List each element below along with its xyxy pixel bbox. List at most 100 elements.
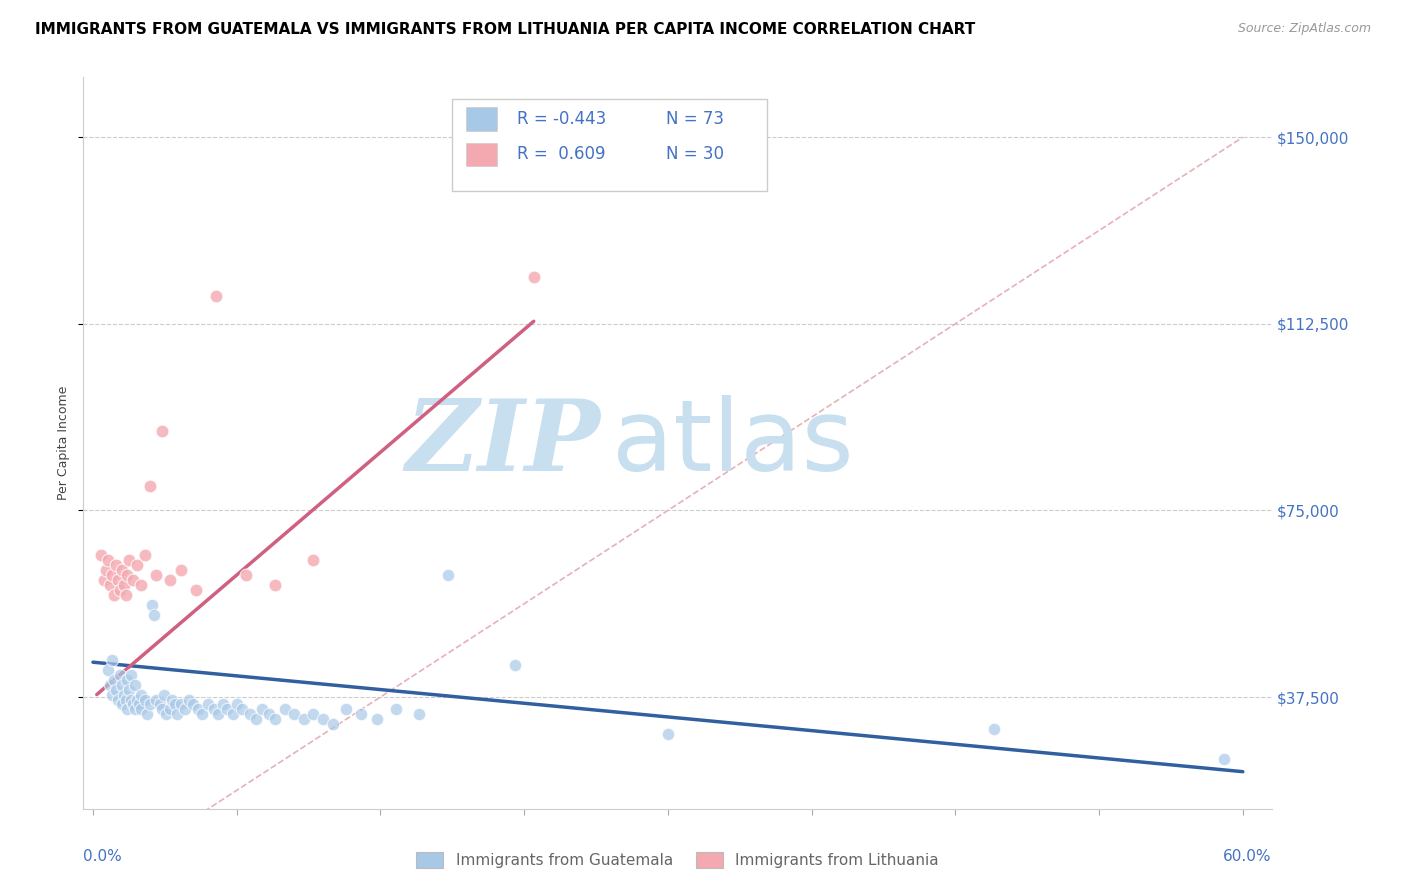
Text: atlas: atlas xyxy=(612,395,853,491)
Point xyxy=(108,667,131,681)
Point xyxy=(143,607,166,622)
Point xyxy=(97,553,120,567)
Point xyxy=(129,702,152,716)
Point xyxy=(111,698,134,712)
Point xyxy=(312,713,335,727)
Text: Source: ZipAtlas.com: Source: ZipAtlas.com xyxy=(1237,22,1371,36)
Point xyxy=(122,573,145,587)
Point xyxy=(135,707,157,722)
Point xyxy=(153,688,176,702)
Point xyxy=(118,553,141,567)
Point xyxy=(134,692,156,706)
Text: ZIP: ZIP xyxy=(405,395,600,491)
Point xyxy=(139,478,162,492)
Point xyxy=(145,692,167,706)
Point xyxy=(302,707,325,722)
Point xyxy=(222,707,245,722)
Text: 0.0%: 0.0% xyxy=(83,849,122,864)
Point xyxy=(217,702,239,716)
Point xyxy=(155,707,177,722)
Point xyxy=(250,702,273,716)
Point xyxy=(165,698,187,712)
Point xyxy=(145,568,167,582)
FancyBboxPatch shape xyxy=(465,143,496,166)
Point xyxy=(174,702,197,716)
Point xyxy=(120,667,142,681)
Point xyxy=(101,688,124,702)
Point xyxy=(503,657,526,672)
Point xyxy=(384,702,406,716)
Point xyxy=(125,692,148,706)
Point xyxy=(408,707,430,722)
Point xyxy=(107,692,129,706)
Point xyxy=(108,582,131,597)
Point xyxy=(239,707,262,722)
Point xyxy=(150,424,173,438)
Point xyxy=(181,698,204,712)
Point xyxy=(273,702,295,716)
Y-axis label: Per Capita Income: Per Capita Income xyxy=(58,386,70,500)
Point xyxy=(98,677,121,691)
Point xyxy=(335,702,357,716)
Point xyxy=(96,563,118,577)
Point xyxy=(112,688,135,702)
Point xyxy=(93,573,115,587)
Point xyxy=(159,573,181,587)
Point xyxy=(122,698,145,712)
Point xyxy=(150,702,173,716)
Point xyxy=(170,563,193,577)
Point xyxy=(983,723,1005,737)
Text: R = -0.443: R = -0.443 xyxy=(517,110,606,128)
Point xyxy=(166,707,188,722)
Point xyxy=(283,707,305,722)
Point xyxy=(98,578,121,592)
Point xyxy=(124,702,146,716)
Text: N = 30: N = 30 xyxy=(665,145,724,163)
Point xyxy=(118,682,141,697)
Point xyxy=(197,698,219,712)
Point xyxy=(120,692,142,706)
Point xyxy=(134,548,156,562)
Point xyxy=(124,677,146,691)
Point xyxy=(117,702,139,716)
Point xyxy=(159,702,181,716)
Point xyxy=(104,558,127,573)
Point xyxy=(149,698,172,712)
Point xyxy=(436,568,458,582)
Point xyxy=(207,707,229,722)
Legend: Immigrants from Guatemala, Immigrants from Lithuania: Immigrants from Guatemala, Immigrants fr… xyxy=(409,846,945,874)
Point xyxy=(107,573,129,587)
Point xyxy=(139,698,162,712)
Text: 60.0%: 60.0% xyxy=(1223,849,1271,864)
Point xyxy=(103,588,125,602)
Point xyxy=(264,578,287,592)
Point xyxy=(101,568,124,582)
Point xyxy=(129,578,152,592)
Point xyxy=(657,727,679,741)
FancyBboxPatch shape xyxy=(465,107,496,131)
Point xyxy=(141,598,163,612)
Point xyxy=(117,673,139,687)
Point xyxy=(231,702,253,716)
Point xyxy=(111,563,134,577)
Point xyxy=(523,269,546,284)
Point xyxy=(101,653,124,667)
Point xyxy=(245,713,267,727)
Point xyxy=(90,548,112,562)
Point xyxy=(1212,752,1234,766)
Point xyxy=(117,568,139,582)
Point xyxy=(350,707,373,722)
Point xyxy=(235,568,257,582)
Point xyxy=(202,702,225,716)
Point xyxy=(129,688,152,702)
Point xyxy=(111,677,134,691)
Point xyxy=(225,698,247,712)
Point xyxy=(114,588,136,602)
Point xyxy=(212,698,235,712)
Point xyxy=(112,578,135,592)
Point xyxy=(125,558,148,573)
Point xyxy=(204,289,226,303)
Text: N = 73: N = 73 xyxy=(665,110,724,128)
Text: IMMIGRANTS FROM GUATEMALA VS IMMIGRANTS FROM LITHUANIA PER CAPITA INCOME CORRELA: IMMIGRANTS FROM GUATEMALA VS IMMIGRANTS … xyxy=(35,22,976,37)
Point xyxy=(177,692,200,706)
